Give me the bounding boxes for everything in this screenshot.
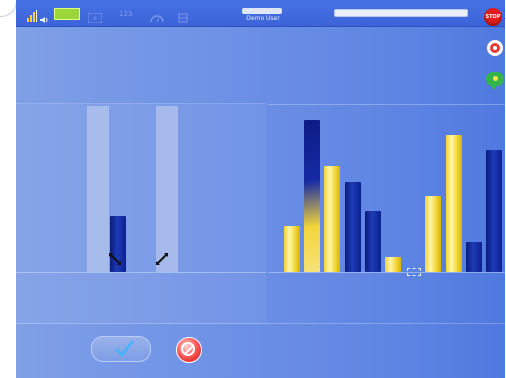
right-chart-bar[interactable] bbox=[385, 257, 401, 272]
speaker-icon[interactable] bbox=[40, 9, 48, 23]
right-chart-bar[interactable] bbox=[466, 242, 482, 272]
chat-bubble-icon[interactable] bbox=[486, 72, 504, 90]
bottom-divider bbox=[16, 323, 505, 324]
film-icon[interactable] bbox=[178, 8, 188, 23]
right-chart-bar[interactable] bbox=[304, 120, 320, 272]
right-chart-bar[interactable] bbox=[284, 226, 300, 272]
bar-chart-icon[interactable] bbox=[27, 7, 37, 22]
activity-screen: ± 123 Demo User STOP bbox=[16, 0, 505, 378]
drop-target-icon[interactable] bbox=[407, 268, 421, 276]
gauge-icon[interactable] bbox=[149, 8, 165, 23]
check-icon bbox=[114, 339, 134, 359]
left-baseline bbox=[16, 272, 266, 273]
corner-decoration bbox=[0, 0, 17, 17]
right-chart-bar[interactable] bbox=[324, 166, 340, 272]
right-chart-bar[interactable] bbox=[446, 135, 462, 272]
check-button[interactable] bbox=[91, 336, 151, 362]
left-resize-arrow-icon[interactable] bbox=[108, 251, 122, 265]
calculator-icon[interactable]: ± bbox=[87, 8, 103, 24]
user-slot bbox=[242, 8, 282, 14]
cancel-button[interactable] bbox=[176, 337, 202, 363]
left-chart-bar[interactable] bbox=[87, 106, 109, 272]
right-baseline bbox=[268, 272, 505, 273]
chat-dot bbox=[493, 76, 498, 81]
right-chart-bar[interactable] bbox=[365, 211, 381, 272]
help-lifebuoy-icon[interactable] bbox=[487, 40, 503, 56]
right-chart-bar[interactable] bbox=[345, 182, 361, 272]
top-toolbar: ± 123 Demo User STOP bbox=[16, 0, 505, 27]
right-chart-bar[interactable] bbox=[486, 150, 502, 272]
right-resize-arrow-icon[interactable] bbox=[155, 251, 169, 265]
keyboard-icon[interactable] bbox=[54, 8, 80, 20]
left-panel bbox=[16, 103, 266, 324]
left-chart-bar[interactable] bbox=[156, 106, 178, 272]
right-chart-bar[interactable] bbox=[425, 196, 441, 272]
progress-bar bbox=[334, 9, 468, 17]
username-label: Demo User bbox=[246, 15, 280, 22]
no-icon bbox=[181, 342, 195, 356]
numbers-icon[interactable]: 123 bbox=[119, 10, 133, 18]
stop-button[interactable]: STOP bbox=[484, 8, 502, 26]
svg-text:±: ± bbox=[92, 15, 97, 22]
right-divider bbox=[268, 104, 505, 105]
